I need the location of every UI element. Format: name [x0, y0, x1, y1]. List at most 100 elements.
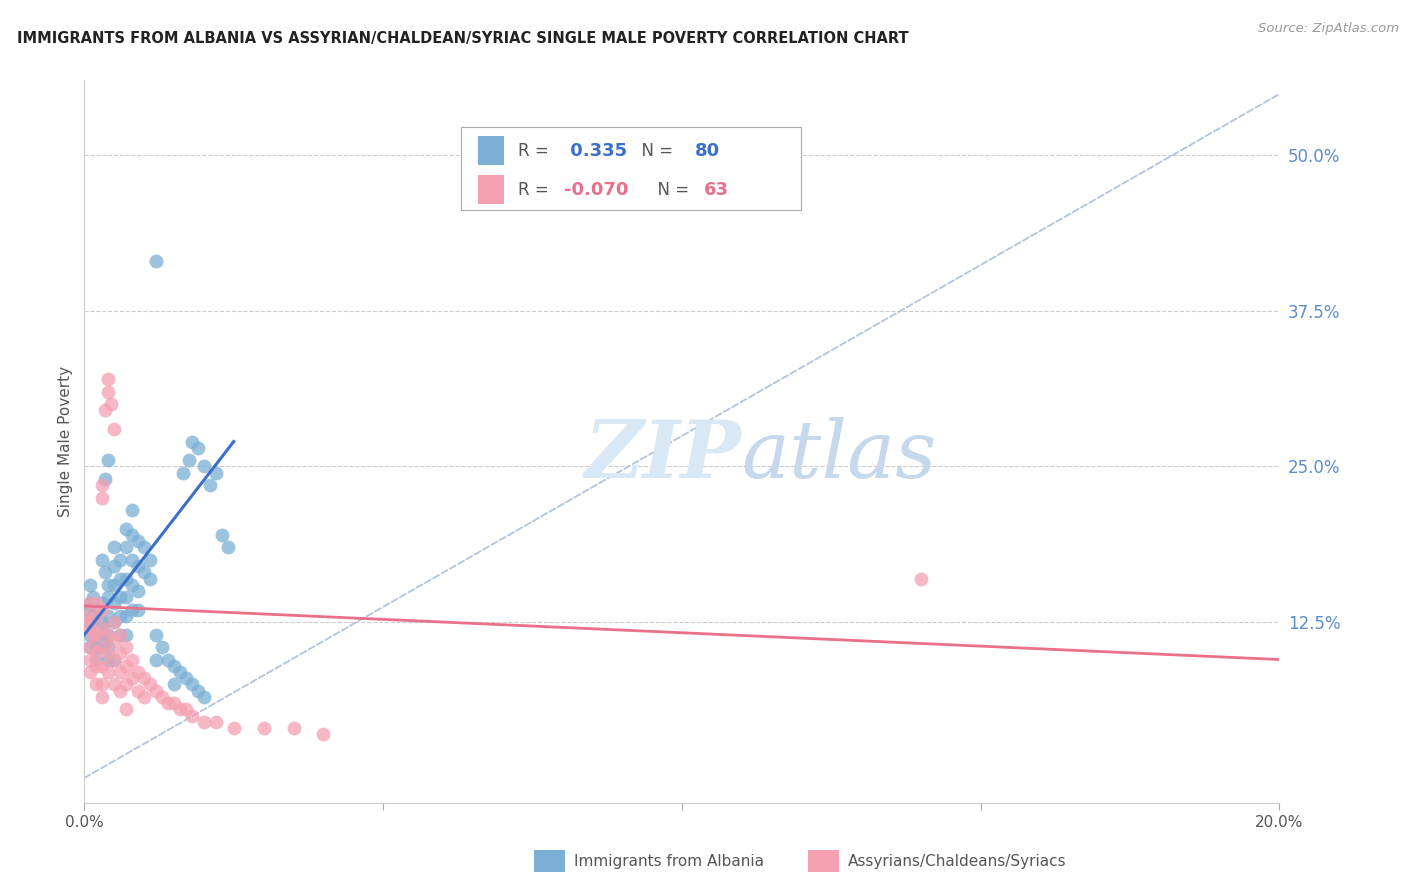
Point	[110, 646, 132, 660]
Point	[91, 640, 114, 654]
Point	[283, 721, 305, 735]
Y-axis label: Single Male Poverty: Single Male Poverty	[58, 366, 73, 517]
Point	[97, 384, 120, 399]
Point	[97, 627, 120, 641]
Point	[110, 683, 132, 698]
Text: R =: R =	[519, 142, 560, 160]
Point	[103, 615, 125, 630]
Point	[115, 640, 138, 654]
Point	[181, 434, 204, 449]
Point	[121, 553, 143, 567]
Text: 80: 80	[695, 142, 720, 160]
Point	[91, 615, 114, 630]
Text: IMMIGRANTS FROM ALBANIA VS ASSYRIAN/CHALDEAN/SYRIAC SINGLE MALE POVERTY CORRELAT: IMMIGRANTS FROM ALBANIA VS ASSYRIAN/CHAL…	[17, 31, 908, 46]
Point	[110, 609, 132, 624]
Text: N =: N =	[647, 180, 695, 199]
Point	[94, 472, 117, 486]
Point	[211, 528, 233, 542]
FancyBboxPatch shape	[478, 175, 503, 204]
Point	[163, 696, 186, 710]
Point	[103, 652, 125, 666]
Point	[91, 553, 114, 567]
Point	[77, 615, 100, 630]
Point	[145, 253, 167, 268]
Point	[121, 603, 143, 617]
Point	[100, 397, 122, 411]
Point	[103, 597, 125, 611]
Point	[132, 690, 156, 704]
Point	[79, 621, 101, 635]
Text: Source: ZipAtlas.com: Source: ZipAtlas.com	[1258, 22, 1399, 36]
Point	[157, 696, 180, 710]
Point	[110, 553, 132, 567]
Text: R =: R =	[519, 180, 554, 199]
Point	[115, 541, 138, 555]
Point	[79, 640, 101, 654]
Point	[132, 541, 156, 555]
Point	[145, 627, 167, 641]
Text: 63: 63	[703, 180, 728, 199]
Point	[115, 591, 138, 605]
Point	[91, 621, 114, 635]
Point	[121, 528, 143, 542]
Point	[110, 665, 132, 679]
Point	[205, 714, 228, 729]
Text: 0.335: 0.335	[564, 142, 627, 160]
Point	[97, 591, 120, 605]
Point	[115, 609, 138, 624]
Point	[91, 597, 114, 611]
Point	[86, 627, 108, 641]
Point	[139, 553, 162, 567]
Point	[86, 597, 108, 611]
Point	[127, 534, 149, 549]
Point	[82, 627, 104, 641]
Point	[910, 572, 932, 586]
Point	[91, 491, 114, 505]
Point	[91, 690, 114, 704]
Point	[79, 627, 101, 641]
Point	[312, 727, 335, 741]
Point	[169, 665, 191, 679]
Point	[103, 633, 125, 648]
Point	[91, 603, 114, 617]
Point	[86, 609, 108, 624]
Point	[103, 422, 125, 436]
Point	[97, 609, 120, 624]
Point	[163, 677, 186, 691]
Text: -0.070: -0.070	[564, 180, 628, 199]
Point	[77, 603, 100, 617]
Point	[150, 640, 173, 654]
Point	[174, 702, 197, 716]
Point	[145, 683, 167, 698]
Text: N =: N =	[630, 142, 678, 160]
Point	[157, 652, 180, 666]
Point	[79, 665, 101, 679]
Point	[139, 572, 162, 586]
Point	[97, 652, 120, 666]
Point	[79, 597, 101, 611]
Point	[121, 578, 143, 592]
Point	[177, 453, 200, 467]
Point	[163, 658, 186, 673]
Point	[91, 677, 114, 691]
Point	[145, 652, 167, 666]
Point	[94, 403, 117, 417]
Point	[253, 721, 276, 735]
Point	[97, 627, 120, 641]
Point	[127, 584, 149, 599]
Text: Immigrants from Albania: Immigrants from Albania	[574, 855, 763, 869]
Point	[94, 566, 117, 580]
Point	[127, 603, 149, 617]
Point	[193, 459, 215, 474]
Point	[121, 652, 143, 666]
Point	[121, 503, 143, 517]
FancyBboxPatch shape	[478, 136, 503, 165]
Point	[127, 559, 149, 574]
Point	[187, 441, 209, 455]
Point	[103, 578, 125, 592]
Point	[86, 646, 108, 660]
Point	[86, 627, 108, 641]
Point	[132, 566, 156, 580]
Point	[110, 627, 132, 641]
Point	[198, 478, 221, 492]
